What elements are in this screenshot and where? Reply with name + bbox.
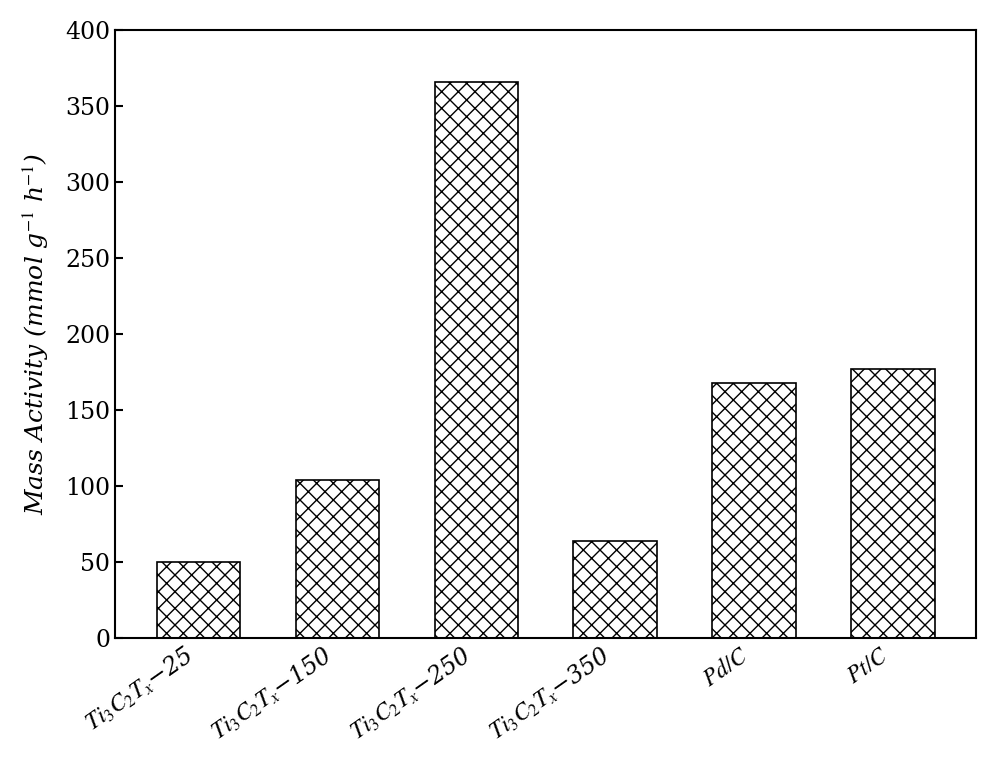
Bar: [435, 81, 517, 638]
Bar: [851, 369, 934, 638]
Y-axis label: Mass Activity (mmol g$^{-1}$ h$^{-1}$): Mass Activity (mmol g$^{-1}$ h$^{-1}$): [21, 153, 51, 515]
Bar: [296, 480, 379, 638]
Bar: [712, 383, 796, 638]
Bar: [573, 541, 657, 638]
Bar: [157, 562, 240, 638]
